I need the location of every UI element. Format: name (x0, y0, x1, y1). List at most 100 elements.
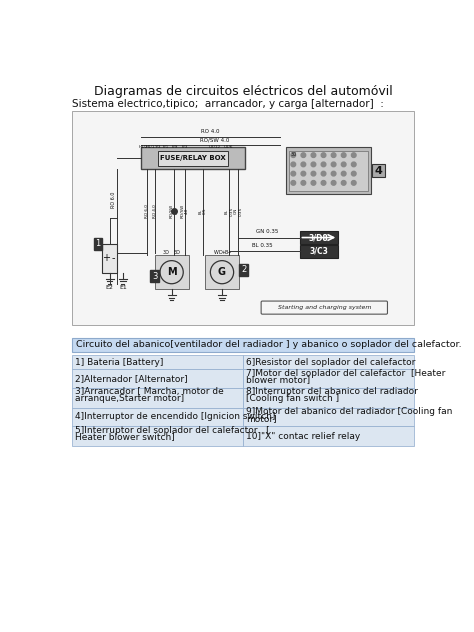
Text: 10]"X" contac relief relay: 10]"X" contac relief relay (246, 432, 360, 441)
Circle shape (321, 181, 326, 185)
Text: BL
0.5: BL 0.5 (198, 208, 207, 214)
FancyBboxPatch shape (285, 147, 371, 193)
FancyBboxPatch shape (300, 231, 338, 244)
Circle shape (301, 162, 306, 167)
FancyBboxPatch shape (72, 111, 414, 325)
Text: -: - (112, 253, 115, 264)
Text: 30: 30 (290, 152, 296, 157)
Text: RO/SW 4.0: RO/SW 4.0 (200, 137, 229, 142)
Text: 8]Interruptor del abanico del radiador: 8]Interruptor del abanico del radiador (246, 387, 418, 396)
Text: [Cooling fan switch ]: [Cooling fan switch ] (246, 394, 339, 403)
Text: 7]Motor del soplador del calefactor  [Heater: 7]Motor del soplador del calefactor [Hea… (246, 368, 446, 377)
Text: 3: 3 (152, 272, 157, 281)
FancyBboxPatch shape (243, 355, 414, 369)
Circle shape (311, 162, 316, 167)
Text: E1: E1 (119, 285, 127, 290)
Circle shape (301, 171, 306, 176)
Text: U2/12: U2/12 (208, 145, 220, 149)
Text: GN 0.35: GN 0.35 (256, 229, 278, 234)
Text: U1/6: U1/6 (223, 145, 233, 149)
Text: G: G (218, 267, 226, 277)
Circle shape (291, 162, 296, 167)
Text: 3]Arrancador [ Marcha, motor de: 3]Arrancador [ Marcha, motor de (75, 387, 224, 396)
Circle shape (311, 181, 316, 185)
FancyBboxPatch shape (72, 408, 243, 426)
Text: RO/SW
0.5: RO/SW 0.5 (170, 204, 178, 218)
Circle shape (331, 171, 336, 176)
Text: BL
0.35: BL 0.35 (225, 207, 233, 216)
Text: H1/1: H1/1 (145, 145, 155, 149)
Circle shape (351, 181, 356, 185)
Text: 5D: 5D (173, 250, 181, 255)
FancyBboxPatch shape (141, 147, 245, 169)
Circle shape (341, 153, 346, 157)
Text: motor]: motor] (246, 414, 277, 423)
Circle shape (351, 153, 356, 157)
Text: Starting and charging system: Starting and charging system (278, 305, 371, 310)
Circle shape (311, 153, 316, 157)
Circle shape (331, 162, 336, 167)
Text: B+: B+ (225, 250, 232, 255)
FancyBboxPatch shape (373, 164, 385, 177)
FancyBboxPatch shape (102, 244, 118, 273)
Text: F/1: F/1 (162, 145, 169, 149)
FancyBboxPatch shape (205, 255, 239, 289)
FancyBboxPatch shape (261, 301, 387, 314)
Text: 9]Motor del abanico del radiador [Cooling fan: 9]Motor del abanico del radiador [Coolin… (246, 407, 452, 416)
Text: Circuito del abanico[ventilador del radiador ] y abanico o soplador del calefact: Circuito del abanico[ventilador del radi… (75, 340, 461, 349)
Text: 5]Interruptor del soplador del calefactor   [: 5]Interruptor del soplador del calefacto… (75, 425, 269, 435)
Text: +: + (102, 253, 110, 264)
FancyBboxPatch shape (155, 255, 189, 289)
FancyBboxPatch shape (72, 355, 243, 369)
Text: RO/SW
4.0: RO/SW 4.0 (181, 204, 189, 218)
Circle shape (291, 181, 296, 185)
Text: 3/D8: 3/D8 (309, 233, 329, 242)
FancyBboxPatch shape (243, 369, 414, 387)
Text: M: M (167, 267, 176, 277)
FancyBboxPatch shape (72, 426, 243, 446)
Text: 1: 1 (95, 239, 100, 248)
Text: 3/C3: 3/C3 (310, 247, 328, 256)
Text: RO 4.0: RO 4.0 (201, 130, 219, 135)
Circle shape (301, 181, 306, 185)
Text: RO 6.0: RO 6.0 (145, 204, 149, 218)
Circle shape (321, 162, 326, 167)
Text: GN
0.35: GN 0.35 (234, 207, 243, 216)
Text: W: W (213, 250, 218, 255)
Text: Y/3: Y/3 (154, 145, 160, 149)
Circle shape (331, 153, 336, 157)
Circle shape (351, 162, 356, 167)
Circle shape (311, 171, 316, 176)
FancyBboxPatch shape (243, 387, 414, 408)
Text: 4]Interruptor de encendido [Ignicion switch]: 4]Interruptor de encendido [Ignicion swi… (75, 413, 275, 422)
Circle shape (301, 153, 306, 157)
Circle shape (341, 162, 346, 167)
Text: H1/2: H1/2 (138, 145, 148, 149)
FancyBboxPatch shape (72, 387, 243, 408)
Circle shape (341, 181, 346, 185)
Text: Diagramas de circuitos eléctricos del automóvil: Diagramas de circuitos eléctricos del au… (93, 85, 392, 98)
Text: E2: E2 (106, 285, 114, 290)
Text: F/3: F/3 (182, 145, 188, 149)
Text: 1] Bateria [Battery]: 1] Bateria [Battery] (75, 358, 163, 367)
FancyBboxPatch shape (243, 408, 414, 426)
FancyBboxPatch shape (158, 150, 228, 166)
Text: 6]Resistor del soplador del calefactor: 6]Resistor del soplador del calefactor (246, 358, 415, 367)
Circle shape (291, 171, 296, 176)
FancyBboxPatch shape (72, 369, 243, 387)
Text: FUSE/RELAY BOX: FUSE/RELAY BOX (160, 155, 226, 161)
FancyBboxPatch shape (243, 426, 414, 446)
FancyBboxPatch shape (300, 245, 338, 258)
Circle shape (321, 153, 326, 157)
Text: 2: 2 (241, 265, 246, 274)
Text: F/9: F/9 (172, 145, 178, 149)
Circle shape (351, 171, 356, 176)
FancyBboxPatch shape (289, 150, 368, 191)
Circle shape (331, 181, 336, 185)
Circle shape (321, 171, 326, 176)
Text: RO 6.0: RO 6.0 (111, 191, 116, 208)
Text: 4: 4 (374, 166, 383, 176)
Text: 2]Alternador [Alternator]: 2]Alternador [Alternator] (75, 374, 187, 383)
Text: Heater blower switch]: Heater blower switch] (75, 432, 174, 442)
Circle shape (341, 171, 346, 176)
